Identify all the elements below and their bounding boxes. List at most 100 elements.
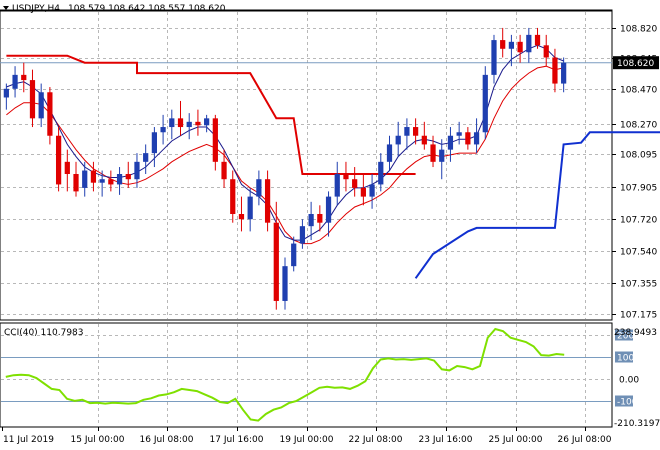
cci-label: CCI(40) 110.7983 (4, 328, 84, 338)
ohlc-label: 108.579 108.642 108.557 108.620 (68, 4, 226, 14)
time-tick-label: 26 Jul 08:00 (558, 435, 612, 445)
current-price-tag-label: 108.620 (617, 59, 654, 69)
candle-body (151, 132, 157, 154)
slow-ma-line (6, 65, 564, 245)
candle-body (282, 266, 288, 301)
candle-body (517, 41, 523, 53)
candle-body (508, 41, 515, 49)
time-tick-label: 11 Jul 2019 (3, 435, 54, 445)
time-tick-label: 19 Jul 00:00 (280, 435, 334, 445)
current-price-tag: 108.620 (613, 56, 659, 69)
candle-body (186, 121, 192, 128)
price-tick-label: 108.820 (620, 25, 657, 35)
candle-body (395, 135, 401, 145)
candle-body (526, 34, 532, 53)
candle-body (325, 196, 332, 223)
candle-body (500, 40, 506, 49)
candle-body (125, 174, 131, 180)
time-tick-label: 17 Jul 16:00 (210, 435, 264, 445)
candle-body (90, 170, 97, 183)
candle-body (256, 179, 262, 197)
upper-step-line (6, 54, 416, 175)
price-tick-label: 108.470 (620, 86, 657, 96)
candle-body (73, 174, 79, 192)
candle-body (308, 214, 314, 227)
cci-level-lines (1, 357, 611, 402)
cci-line (5, 327, 565, 422)
candle-body (421, 135, 427, 145)
candle-body (482, 74, 488, 133)
time-tick-label: 23 Jul 16:00 (419, 435, 473, 445)
time-tick-label: 15 Jul 00:00 (71, 435, 125, 445)
candle-body (264, 179, 271, 223)
candle-body (160, 127, 166, 133)
candle-body (561, 62, 567, 84)
lower-step-line (414, 131, 660, 279)
moving-average-lines (6, 44, 564, 245)
price-tick-label: 108.095 (620, 151, 657, 161)
candle-body (3, 88, 9, 98)
candle-body (238, 214, 245, 220)
price-tick-label: 108.270 (620, 121, 657, 131)
symbol-dropdown-icon[interactable] (3, 6, 9, 10)
candle-body (204, 118, 210, 126)
candle-body (491, 40, 497, 75)
candle-body (143, 153, 149, 162)
candle-body (177, 118, 184, 128)
candle-body (299, 226, 306, 244)
cci-tick-bg (615, 395, 633, 407)
time-tick-label: 22 Jul 08:00 (349, 435, 403, 445)
cci-tick-label: 100 (617, 354, 634, 364)
candle-body (360, 187, 366, 197)
price-pane: 108.820108.645108.470108.270108.095107.9… (0, 4, 660, 321)
candles (3, 27, 567, 310)
candle-body (195, 121, 201, 126)
candle-body (230, 179, 236, 214)
cci-tick-label: -100 (617, 398, 638, 408)
candle-body (12, 74, 18, 89)
candle-body (386, 144, 393, 162)
current-price-tag-bg (613, 56, 659, 70)
time-tick-label: 16 Jul 08:00 (140, 435, 194, 445)
candle-body (99, 179, 105, 183)
time-tick-label: 25 Jul 00:00 (489, 435, 543, 445)
candle-body (82, 170, 88, 188)
candle-body (413, 127, 419, 136)
chart-header: USDJPY,H4 108.579 108.642 108.557 108.62… (3, 4, 226, 14)
cci-max-label: 238.9493 (614, 328, 657, 338)
candle-body (64, 161, 70, 174)
price-tick-label: 107.540 (620, 248, 657, 258)
candle-body (534, 34, 541, 46)
price-tick-label: 107.355 (620, 280, 657, 290)
cci-tick-label: 200 (617, 332, 634, 342)
cci-pane: 200 100 0.00 -100 CCI(40) 110.7983 238.9493… (0, 322, 660, 429)
candle-body (378, 161, 384, 185)
candle-body (352, 179, 358, 188)
cci-tick-label: 0.00 (619, 376, 639, 386)
candle-body (134, 161, 140, 180)
price-tick-label: 107.720 (620, 216, 657, 226)
envelope-step-lines (6, 54, 660, 279)
candle-body (116, 174, 123, 185)
candle-body (247, 196, 253, 220)
candle-body (212, 118, 218, 162)
candle-body (47, 92, 53, 136)
candle-body (465, 132, 471, 145)
cci-grid (1, 324, 611, 426)
cci-axis: 200 100 0.00 -100 (615, 329, 639, 408)
candle-body (55, 135, 62, 185)
candle-body (473, 132, 480, 145)
cci-pane-frame (0, 322, 613, 428)
candle-body (447, 135, 454, 150)
candle-body (273, 222, 279, 301)
candle-body (38, 92, 44, 119)
candle-body (221, 161, 227, 180)
candle-body (334, 174, 340, 197)
candle-body (317, 214, 323, 223)
fast-ma-line (6, 44, 564, 241)
time-axis: 11 Jul 2019 15 Jul 00:00 16 Jul 08:00 17 Ju… (2, 427, 612, 445)
candle-body (430, 144, 436, 162)
candle-body (456, 132, 462, 136)
candle-body (108, 179, 114, 185)
